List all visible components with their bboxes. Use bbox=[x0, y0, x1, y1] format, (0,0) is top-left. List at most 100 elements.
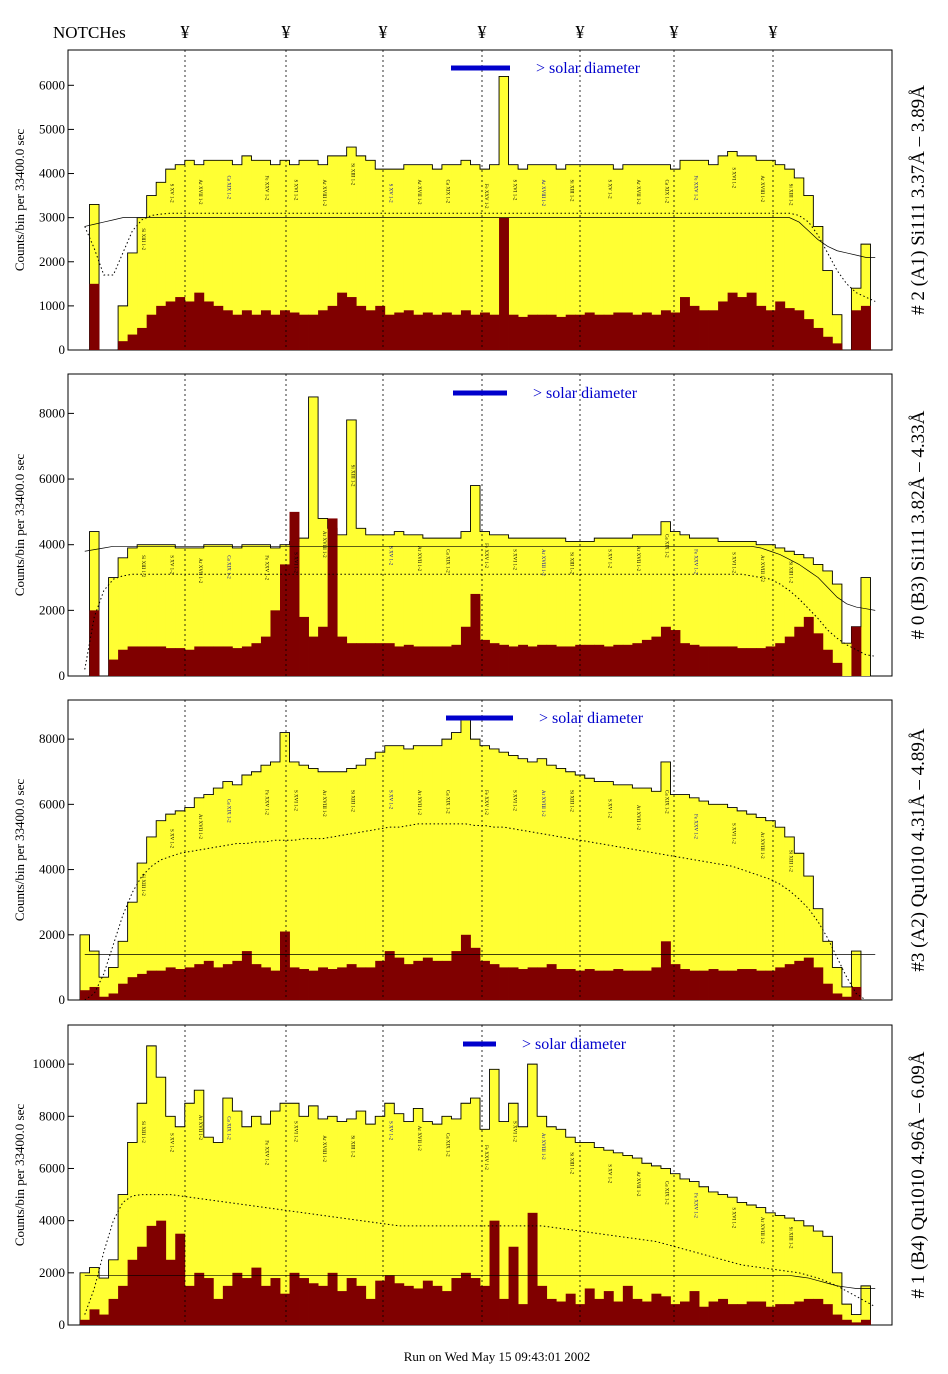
inner-bar bbox=[813, 633, 824, 676]
inner-bar bbox=[851, 1322, 862, 1325]
inner-bar bbox=[680, 643, 690, 676]
line-id-annotation: Ar XVIII 1-2 bbox=[759, 832, 764, 859]
total-bar bbox=[527, 538, 538, 676]
line-id-annotation: Ar XVII 1-2 bbox=[197, 180, 202, 205]
panel-title: # 2 (A1) Si111 3.37Å – 3.89Å bbox=[908, 85, 929, 315]
total-bar bbox=[422, 164, 433, 350]
inner-bar bbox=[813, 967, 824, 1000]
inner-bar bbox=[775, 301, 786, 350]
inner-bar bbox=[232, 960, 243, 1000]
total-bar bbox=[441, 164, 452, 350]
inner-bar bbox=[470, 593, 481, 676]
total-bar bbox=[80, 1272, 90, 1325]
line-id-annotation: Ca XIX 1-2 bbox=[226, 175, 231, 199]
total-bar bbox=[213, 544, 224, 676]
model-curve bbox=[84, 573, 876, 670]
inner-bar bbox=[346, 297, 357, 350]
total-bar bbox=[575, 164, 586, 350]
inner-bar bbox=[594, 644, 605, 676]
inner-bar bbox=[699, 1306, 709, 1325]
inner-bar bbox=[546, 644, 557, 676]
total-bar bbox=[375, 169, 386, 350]
y-tick-label: 8000 bbox=[39, 405, 65, 420]
notch-mark: ¥ bbox=[670, 22, 679, 42]
inner-bar bbox=[80, 1319, 90, 1325]
inner-bar bbox=[203, 301, 214, 350]
line-id-annotation: Ar XVIII 1-2 bbox=[321, 790, 326, 817]
inner-bar bbox=[489, 1220, 500, 1325]
total-bar bbox=[403, 164, 414, 350]
inner-bar bbox=[127, 646, 138, 676]
line-id-annotation: Ar XVII 1-2 bbox=[416, 180, 421, 205]
total-bar bbox=[565, 541, 576, 676]
total-bar bbox=[784, 1218, 795, 1325]
spectrum-panel: 0 2000 4000 6000 8000 Si XIII 1-2 S XV 1-2 Ar X… bbox=[12, 699, 929, 1007]
inner-bar bbox=[403, 964, 414, 1000]
line-id-annotation: Ar XVII 1-2 bbox=[416, 790, 421, 815]
total-bar bbox=[422, 1121, 433, 1325]
inner-bar bbox=[241, 951, 252, 1000]
inner-bar bbox=[270, 314, 281, 350]
total-bar bbox=[603, 1150, 614, 1325]
line-id-annotation: Ar XVIII 1-2 bbox=[759, 555, 764, 582]
total-bar bbox=[222, 781, 233, 1000]
total-bar bbox=[165, 169, 176, 350]
inner-bar bbox=[499, 967, 509, 1000]
run-footer: Run on Wed May 15 09:43:01 2002 bbox=[404, 1349, 591, 1364]
inner-bar bbox=[289, 967, 300, 1000]
series-total bbox=[89, 76, 871, 351]
inner-bar bbox=[680, 969, 690, 1000]
total-bar bbox=[670, 169, 681, 350]
inner-bar bbox=[251, 314, 262, 350]
inner-bar bbox=[613, 969, 624, 1000]
line-id-annotation: Ca XIX 1-2 bbox=[664, 790, 669, 814]
total-bar bbox=[194, 164, 205, 350]
total-bar bbox=[651, 1165, 662, 1325]
inner-bar bbox=[175, 969, 186, 1000]
total-bar bbox=[470, 1098, 481, 1325]
total-bar bbox=[441, 739, 452, 1000]
inner-bar bbox=[737, 648, 748, 676]
line-id-annotation: Si XIII 1-2 bbox=[140, 228, 145, 250]
total-bar bbox=[718, 804, 729, 1000]
total-bar bbox=[299, 160, 309, 350]
y-axis-label: Counts/bin per 33400.0 sec bbox=[12, 779, 27, 921]
line-id-annotation: Ar XVII 1-2 bbox=[197, 558, 202, 583]
total-bar bbox=[308, 160, 319, 350]
inner-bar bbox=[708, 1301, 719, 1325]
total-bar bbox=[327, 155, 338, 350]
inner-bar bbox=[765, 1306, 776, 1325]
baseline-curve bbox=[84, 217, 876, 258]
total-bar bbox=[441, 538, 452, 676]
inner-bar bbox=[441, 646, 452, 676]
total-bar bbox=[841, 643, 852, 676]
inner-bar bbox=[508, 967, 519, 1000]
total-bar bbox=[232, 784, 243, 1000]
total-bar bbox=[241, 155, 252, 350]
inner-bar bbox=[718, 1298, 729, 1325]
inner-bar bbox=[613, 1301, 624, 1325]
y-tick-label: 10000 bbox=[33, 1056, 66, 1071]
legend-label: > solar diameter bbox=[536, 60, 641, 77]
line-id-annotation: S XV 1-2 bbox=[607, 799, 612, 819]
inner-bar bbox=[375, 305, 386, 350]
inner-bar bbox=[584, 644, 595, 676]
inner-bar bbox=[346, 643, 357, 676]
inner-bar bbox=[537, 314, 548, 350]
inner-bar bbox=[756, 648, 767, 676]
total-bar bbox=[546, 164, 557, 350]
line-id-annotation: Ar XVIII 1-2 bbox=[540, 180, 545, 207]
inner-bar bbox=[651, 1293, 662, 1325]
inner-bar bbox=[375, 643, 386, 676]
total-bar bbox=[356, 155, 367, 350]
total-bar bbox=[775, 547, 786, 676]
inner-bar bbox=[375, 960, 386, 1000]
total-bar bbox=[518, 758, 529, 1000]
total-bar bbox=[794, 554, 805, 676]
y-tick-label: 2000 bbox=[39, 602, 65, 617]
total-bar bbox=[765, 544, 776, 676]
total-bar bbox=[413, 1108, 424, 1325]
inner-bar bbox=[622, 644, 633, 676]
inner-bar bbox=[632, 314, 643, 350]
line-id-annotation: Fe XXV 1-2 bbox=[483, 543, 488, 568]
